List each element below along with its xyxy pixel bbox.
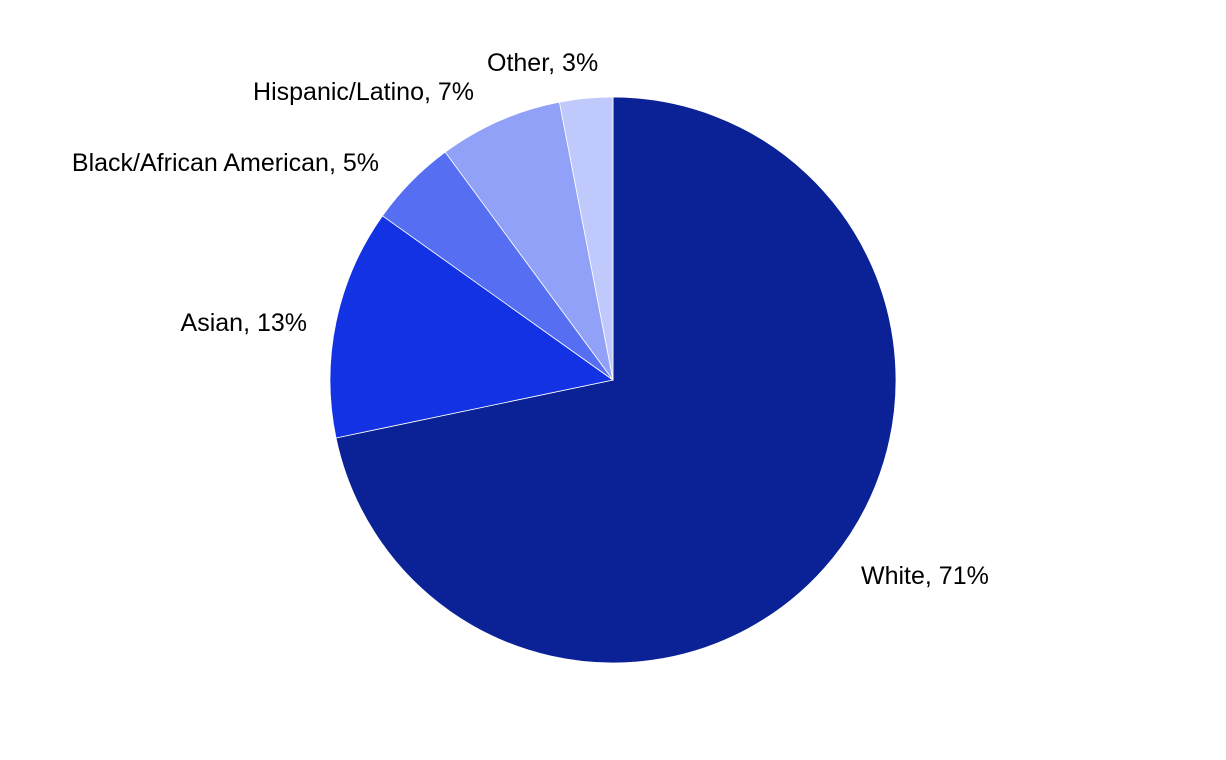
slice-label-asian: Asian, 13%	[181, 309, 307, 337]
pie-slices	[329, 96, 897, 664]
pie-slice-hispanic-latino	[444, 101, 614, 381]
slice-label-other: Other, 3%	[487, 49, 598, 77]
pie-slice-white	[335, 96, 897, 664]
pie-slice-asian	[329, 215, 614, 439]
pie-labels: White, 71% Asian, 13% Black/African Americ…	[72, 49, 989, 590]
slice-label-white: White, 71%	[861, 562, 989, 590]
pie-slice-other	[558, 96, 614, 381]
slice-label-hispanic-latino: Hispanic/Latino, 7%	[253, 78, 474, 106]
slice-label-black-african-american: Black/African American, 5%	[72, 149, 379, 177]
